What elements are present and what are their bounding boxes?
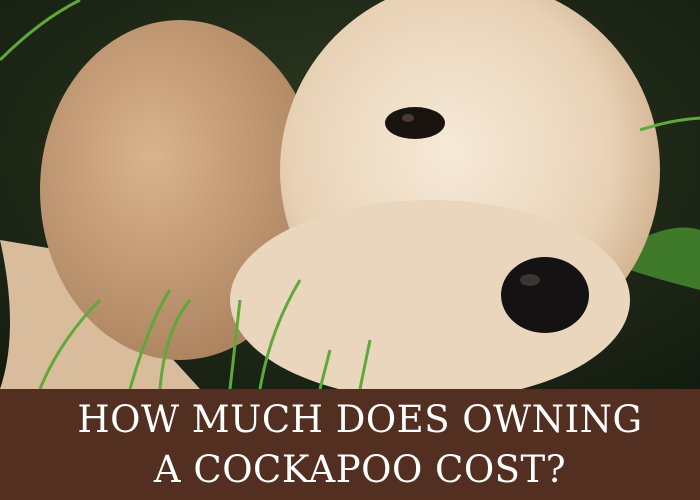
title-banner: HOW MUCH DOES OWNING A COCKAPOO COST? [0, 389, 700, 500]
title-line-2: A COCKAPOO COST? [153, 447, 567, 491]
cockapoo-puppy-photo [0, 0, 700, 389]
title-line-1: HOW MUCH DOES OWNING [77, 397, 643, 441]
